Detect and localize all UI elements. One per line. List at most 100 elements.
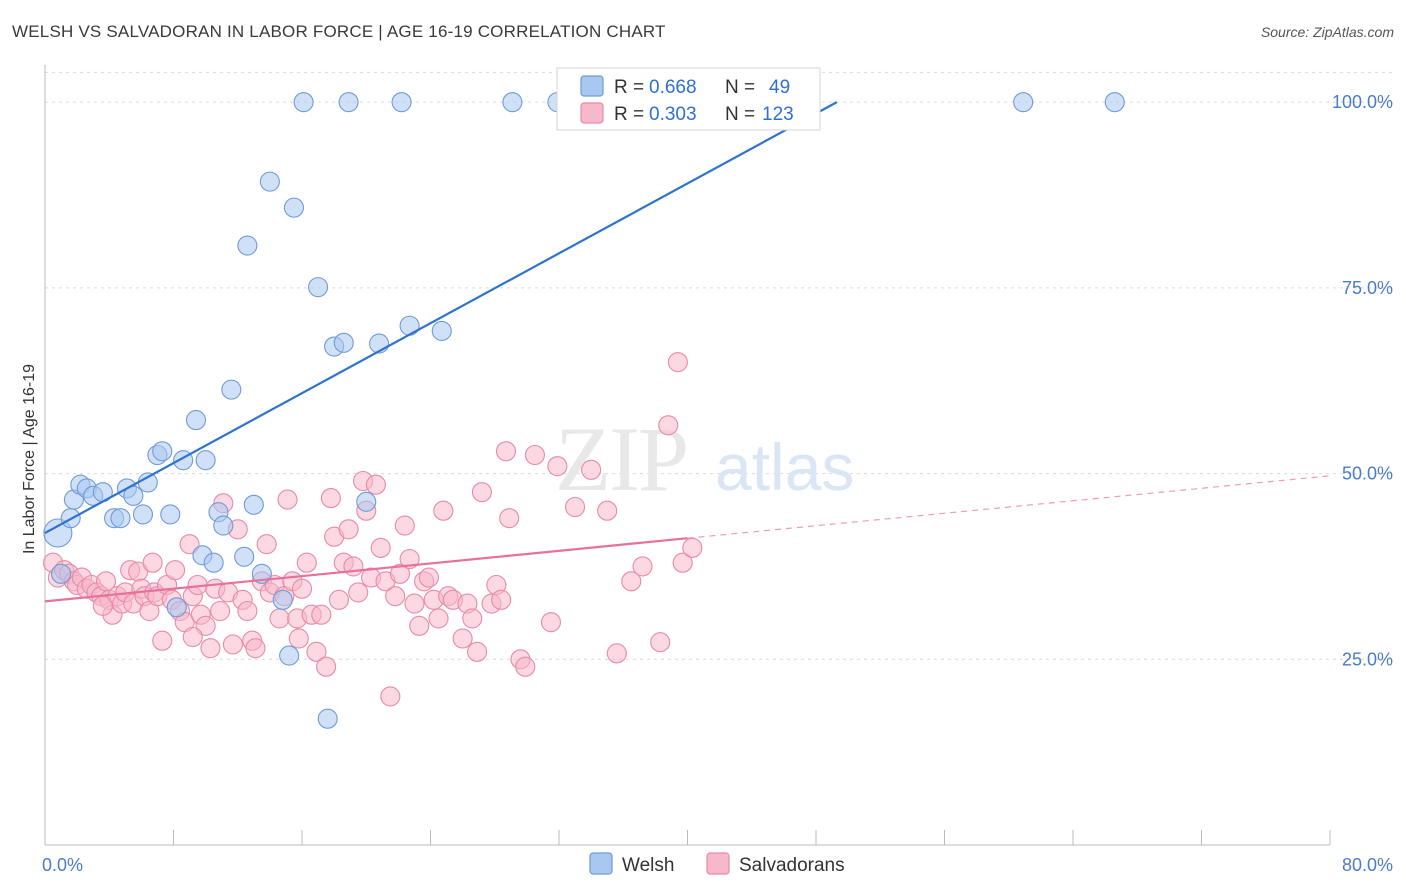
salvadorans-point [200,638,221,659]
salvadorans-legend-swatch [580,102,604,124]
welsh-point [259,171,280,192]
salvadorans-point [385,586,406,607]
salvadorans-point [650,632,671,653]
salvadorans-point [296,552,317,573]
welsh-point [166,597,187,618]
welsh-point [333,332,354,353]
salvadorans-point [409,615,430,636]
welsh-point [317,708,338,729]
salvadorans-r-label: R = [614,104,644,125]
welsh-point [1013,92,1034,113]
welsh-point [502,92,523,113]
salvadorans-point [277,489,298,510]
salvadorans-point [291,578,313,599]
salvadorans-point [495,441,517,462]
salvadorans-point [667,352,688,373]
welsh-point [279,645,300,666]
salvadorans-point [404,593,425,614]
welsh-point [399,315,420,336]
welsh-point [203,552,224,573]
salvadorans-point [565,496,586,518]
welsh-legend-swatch [580,75,604,97]
salvadorans-n-value: 123 [762,104,794,125]
welsh-point [51,563,72,584]
salvadorans-point [152,630,173,651]
welsh-n-value: 49 [769,77,790,98]
salvadorans-point [658,415,679,436]
welsh-point [213,515,234,536]
salvadorans-point [195,615,216,636]
salvadorans-point [672,552,693,573]
x-tick-label: 0.0% [42,855,83,875]
salvadorans-point [179,534,200,555]
trend-lines [44,101,1331,603]
salvadorans-point [418,567,439,588]
salvadorans-point [581,459,602,480]
welsh-point [243,494,264,515]
welsh-point [283,197,305,218]
salvadorans-point [540,612,562,633]
salvadorans-point [452,628,473,649]
welsh-legend-label: Welsh [622,855,674,876]
salvadorans-bottom-swatch [706,852,730,875]
welsh-point [185,410,207,431]
salvadorans-point [348,582,369,603]
salvadorans-point [621,571,642,592]
welsh-r-label: R = [614,77,644,98]
stats-legend: R = 0.668 N = 49 R = 0.303 N = 123 [556,67,821,131]
salvadorans-r-value: 0.303 [649,104,697,125]
x-tick-label: 80.0% [1342,855,1393,875]
welsh-point [356,491,377,512]
welsh-n-label: N = [725,77,755,98]
welsh-point [160,504,181,525]
welsh-point [234,546,255,567]
svg-text:atlas: atlas [715,430,854,504]
salvadorans-point [343,556,364,577]
salvadorans-point [365,474,386,495]
series-legend: Welsh Salvadorans [589,852,845,876]
salvadorans-point [370,537,391,558]
welsh-point [391,92,412,113]
welsh-trend-line [44,101,838,534]
welsh-point [152,441,173,462]
salvadorans-point [471,482,492,503]
salvadorans-point [632,556,653,577]
welsh-point [308,277,329,298]
salvadorans-point [256,534,277,555]
salvadorans-point [433,500,454,521]
salvadorans-points [42,352,703,707]
welsh-bottom-swatch [589,852,613,875]
welsh-point [431,320,452,341]
salvadorans-point [237,600,258,622]
salvadorans-point [606,643,627,664]
watermark: ZIP atlas [555,408,854,510]
salvadorans-point [142,552,163,573]
salvadorans-point [210,600,231,622]
salvadorans-point [499,508,520,529]
axes [44,65,1331,846]
welsh-point [195,450,216,471]
salvadorans-point [428,608,449,629]
welsh-r-value: 0.668 [649,77,697,98]
source-credit: Source: ZipAtlas.com [1260,24,1394,40]
salvadorans-point [547,456,568,477]
salvadorans-point [467,641,488,662]
salvadorans-point [316,656,337,677]
salvadorans-point [222,634,243,655]
salvadorans-trend-line [44,537,688,603]
salvadorans-point [338,519,359,540]
welsh-point [123,485,144,506]
salvadorans-n-label: N = [725,104,755,125]
salvadorans-point [515,656,536,677]
y-tick-label: 75.0% [1342,278,1393,298]
salvadorans-point [245,638,266,659]
salvadorans-point [182,626,203,648]
welsh-point [110,508,131,529]
salvadorans-point [306,641,327,662]
welsh-point [293,92,314,113]
welsh-point [237,235,258,256]
welsh-point [1104,92,1125,113]
y-tick-labels: 25.0% 50.0% 75.0% 100.0% [1332,92,1393,669]
salvadorans-point [394,515,415,536]
